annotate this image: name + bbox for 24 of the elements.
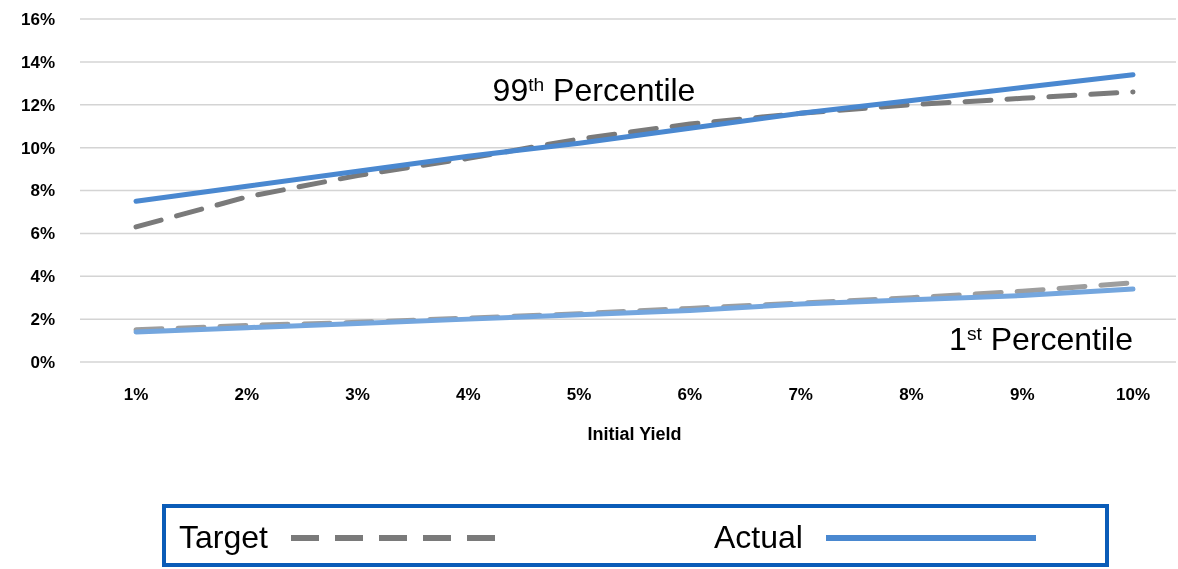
annotation: 99$^{th}$ Percentile bbox=[492, 72, 696, 108]
legend-label: Target bbox=[179, 519, 269, 555]
y-tick-label: 6% bbox=[30, 224, 55, 244]
x-tick-label: 9% bbox=[1009, 385, 1035, 404]
annotation: 1$^{st}$ Percentile bbox=[949, 321, 1133, 357]
y-tick-label: 4% bbox=[30, 267, 55, 287]
y-tick-label: 2% bbox=[30, 310, 55, 330]
y-tick-label: 12% bbox=[20, 95, 55, 115]
x-axis-title: Initial Yield bbox=[587, 424, 682, 444]
x-tick-label: 2% bbox=[234, 385, 260, 404]
x-tick-label: 4% bbox=[456, 385, 481, 404]
y-tick-label: 16% bbox=[20, 9, 55, 29]
x-tick-label: 10% bbox=[1115, 385, 1151, 404]
x-tick-label: 1% bbox=[123, 385, 149, 404]
y-tick-label: 0% bbox=[30, 352, 55, 372]
y-tick-label: 14% bbox=[20, 52, 55, 72]
y-tick-label: 10% bbox=[20, 138, 55, 158]
x-tick-label: 5% bbox=[566, 385, 592, 404]
x-tick-label: 7% bbox=[788, 385, 813, 404]
y-tick-label: 8% bbox=[30, 181, 55, 201]
x-tick-label: 3% bbox=[345, 385, 370, 404]
legend-label: Actual bbox=[714, 519, 803, 555]
x-tick-label: 8% bbox=[899, 385, 924, 404]
x-tick-label: 6% bbox=[677, 385, 703, 404]
